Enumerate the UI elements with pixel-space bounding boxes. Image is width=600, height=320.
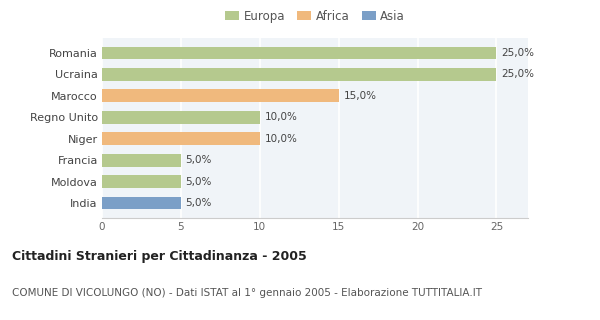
Legend: Europa, Africa, Asia: Europa, Africa, Asia bbox=[220, 5, 410, 27]
Text: 5,0%: 5,0% bbox=[185, 177, 212, 187]
Text: 10,0%: 10,0% bbox=[265, 112, 298, 122]
Bar bbox=[102, 89, 338, 102]
Text: 15,0%: 15,0% bbox=[343, 91, 376, 101]
Bar bbox=[102, 111, 260, 124]
Bar bbox=[102, 46, 496, 60]
Bar bbox=[102, 154, 181, 167]
Text: 10,0%: 10,0% bbox=[265, 134, 298, 144]
Text: 5,0%: 5,0% bbox=[185, 198, 212, 208]
Text: 5,0%: 5,0% bbox=[185, 155, 212, 165]
Bar bbox=[102, 68, 496, 81]
Bar bbox=[102, 132, 260, 145]
Bar bbox=[102, 175, 181, 188]
Text: Cittadini Stranieri per Cittadinanza - 2005: Cittadini Stranieri per Cittadinanza - 2… bbox=[12, 250, 307, 263]
Text: COMUNE DI VICOLUNGO (NO) - Dati ISTAT al 1° gennaio 2005 - Elaborazione TUTTITAL: COMUNE DI VICOLUNGO (NO) - Dati ISTAT al… bbox=[12, 288, 482, 298]
Bar bbox=[102, 196, 181, 210]
Text: 25,0%: 25,0% bbox=[501, 48, 534, 58]
Text: 25,0%: 25,0% bbox=[501, 69, 534, 79]
